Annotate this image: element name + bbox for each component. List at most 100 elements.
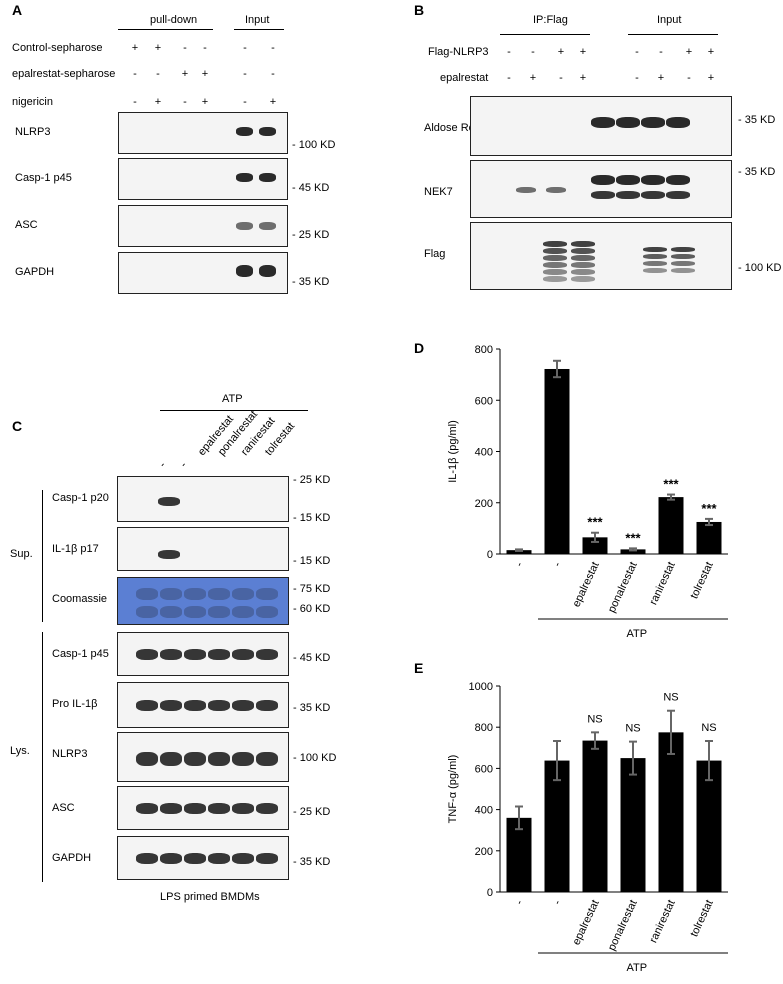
condition-sign: + [707,46,715,58]
category-label: ponalrestat [606,560,640,614]
blot-label: Casp-1 p20 [52,492,109,504]
band-input-lower-1 [591,191,615,199]
blot-image [118,205,288,247]
blot-image [117,836,289,880]
group-label: ATP [627,628,648,640]
panel-b-input-header: Input [657,14,682,26]
band-ip-smear [571,269,595,275]
band-input-4 [666,175,690,185]
lane-band [184,649,206,660]
lane-band [136,803,158,814]
blot-image [117,682,289,728]
condition-sign: - [156,68,160,80]
condition-sign: - [659,46,663,58]
y-tick-label: 400 [475,447,493,459]
panel-b-ip-header: IP:Flag [533,14,568,26]
blot-image [117,476,289,522]
band-input-smear [671,268,695,273]
lane-label: - [177,459,190,470]
band-ip-smear [571,248,595,254]
band-input-2 [259,127,276,136]
mw-marker: - 15 KD [293,555,331,567]
condition-sign: + [131,42,139,54]
bar [506,550,532,554]
coomassie-lane [184,606,206,618]
panel-b-input-line [628,34,718,35]
significance-label: NS [701,722,716,734]
mw-marker: - 45 KD [292,182,330,194]
condition-row-label: epalrestat [440,72,489,84]
condition-sign: - [687,72,691,84]
band-ip-smear [543,241,567,247]
significance-label: *** [663,477,679,492]
band-input-lower-2 [616,191,640,199]
lane-label: - [156,459,169,470]
category-label: ponalrestat [606,898,640,952]
condition-sign: + [201,68,209,80]
category-label: - [551,898,564,907]
mw-marker: - 15 KD [293,512,331,524]
blot-image [470,160,732,218]
band-input-smear [643,247,667,252]
mw-marker: - 45 KD [293,652,331,664]
condition-sign: - [507,46,511,58]
coomassie-lane [208,588,230,600]
y-tick-label: 600 [475,763,493,775]
lane-band [136,853,158,864]
condition-sign: - [243,68,247,80]
category-label: - [513,898,526,907]
lane-band [184,803,206,814]
mw-marker: - 100 KD [738,262,782,274]
panel-c-sup-label: Sup. [10,548,33,560]
bar [658,732,684,892]
band-input-2 [259,222,276,230]
lane-band [256,649,278,660]
lane-band [232,853,254,864]
panel-a-input-header: Input [245,14,270,26]
band-input-1 [236,173,253,182]
bar [620,758,646,892]
band-ip-smear [571,262,595,268]
panel-c-sup-bracket [42,490,43,622]
lane-band [232,649,254,660]
mw-marker: - 25 KD [293,806,331,818]
blot-label: Coomassie [52,593,108,605]
band-ip-smear [571,255,595,261]
blot-image [470,222,732,290]
lane-band [232,803,254,814]
band-input-1 [236,222,253,230]
significance-label: *** [625,530,641,545]
blot-image [118,112,288,154]
band-input-3 [641,175,665,185]
y-tick-label: 800 [475,722,493,734]
band-ip-4 [546,187,566,193]
panel-c-atp-header: ATP [222,393,243,405]
blot-label: NLRP3 [15,126,51,138]
bar [696,521,722,554]
panel-c-footer: LPS primed BMDMs [160,891,260,903]
lane-band [184,752,206,766]
condition-sign: + [201,96,209,108]
band-input-2 [616,175,640,185]
band-input-smear [643,268,667,273]
y-tick-label: 600 [475,395,493,407]
condition-row-label: nigericin [12,96,53,108]
panel-e-letter: E [414,660,424,676]
bar [658,497,684,554]
panel-e-chart: 0 200 400 600 800 1000 TNF-α (pg/ml) - - NS epalre… [447,681,728,974]
panel-c-lys-bracket [42,632,43,882]
blot-image [117,577,289,625]
condition-sign: - [243,96,247,108]
lane-band [208,853,230,864]
band-ip-smear [543,255,567,261]
lane-band [208,649,230,660]
band-p20 [158,497,180,506]
coomassie-lane [256,588,278,600]
coomassie-lane [160,606,182,618]
coomassie-lane [232,588,254,600]
lane-band [208,752,230,766]
band-input-1 [591,117,615,128]
band-p17 [158,550,180,559]
blot-label: Casp-1 p45 [52,648,109,660]
panel-d-chart: 0 200 400 600 800 IL-1β (pg/ml) - - *** epalresta… [447,344,728,640]
